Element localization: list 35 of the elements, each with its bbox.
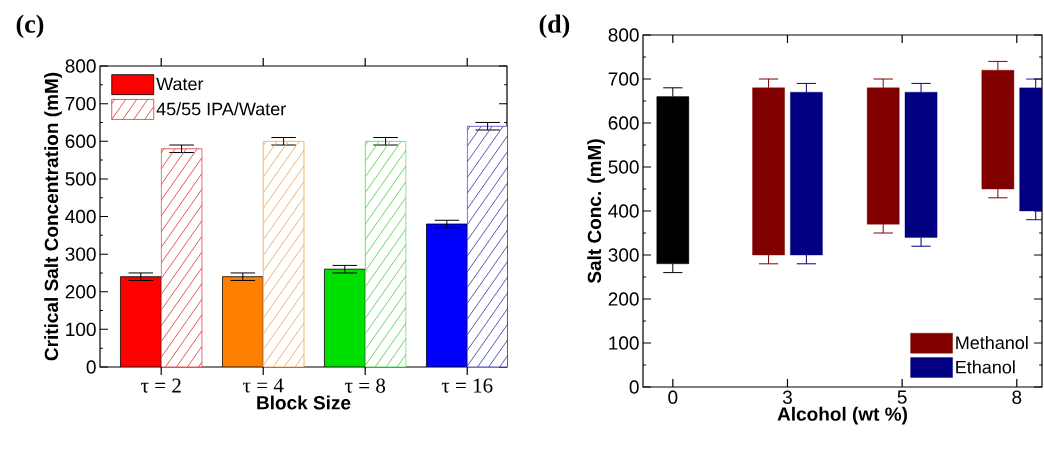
y-tick-label: 700 (65, 96, 96, 111)
y-tick-label: 100 (609, 336, 639, 350)
y-tick-label: 0 (86, 360, 96, 374)
legend-label: Water (156, 77, 204, 91)
y-tick-label: 300 (65, 247, 96, 261)
y-tick-label: 700 (608, 72, 639, 86)
x-tick-label: 0 (668, 390, 678, 404)
y-tick-label: 400 (608, 204, 639, 218)
x-axis-title: Alcohol (wt %) (777, 406, 907, 425)
legend-label: Ethanol (956, 360, 1015, 374)
x-tick-label: 5 (897, 390, 907, 404)
y-tick-label: 800 (65, 59, 96, 73)
y-tick-label: 800 (608, 28, 639, 42)
y-axis-title: Critical Salt Concentration (mM) (44, 72, 62, 361)
chart-title: (d) (539, 14, 570, 39)
y-tick-label: 200 (65, 285, 96, 299)
x-tick-label: 3 (782, 390, 792, 404)
x-tick-label: 8 (1012, 390, 1022, 404)
y-tick-label: 600 (608, 116, 639, 130)
legend-label: Methanol (956, 335, 1028, 350)
legend-label: 45/55 IPA/Water (156, 102, 286, 116)
chart-title: (c) (16, 14, 44, 39)
y-tick-label: 500 (65, 172, 96, 186)
y-axis-title: Salt Conc. (mM) (587, 139, 605, 284)
x-tick-label: τ = 4 (243, 378, 284, 393)
y-tick-label: 200 (608, 292, 639, 306)
y-tick-label: 600 (65, 134, 96, 148)
y-tick-label: 500 (608, 160, 639, 174)
y-tick-label: 300 (608, 248, 639, 262)
x-axis-title: Block Size (257, 395, 351, 410)
x-tick-label: τ = 16 (441, 378, 493, 393)
y-tick-label: 400 (65, 209, 96, 224)
y-tick-label: 100 (66, 322, 96, 337)
x-tick-label: τ = 2 (141, 378, 181, 393)
x-tick-label: τ = 8 (345, 378, 386, 393)
